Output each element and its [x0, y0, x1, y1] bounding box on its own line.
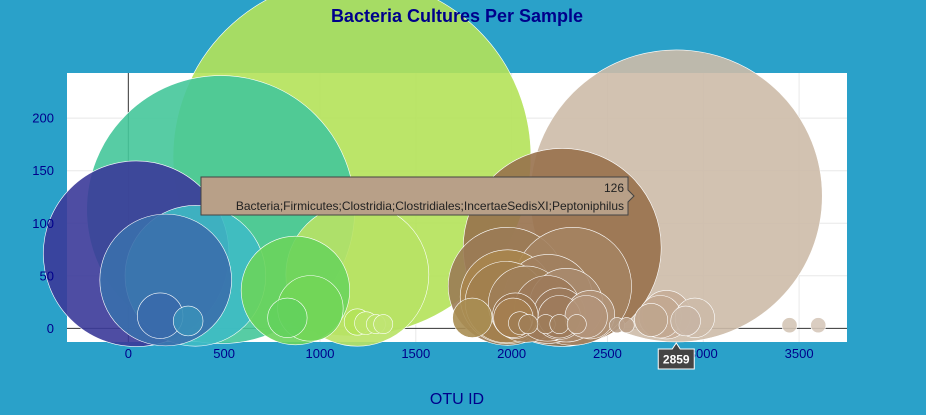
- tick-labels: 0 500 1000 1500 2000 2500 3000 3500 0 50 100 150 200: [32, 111, 813, 361]
- bubbles: [43, 0, 827, 347]
- y-tick-label: 100: [32, 216, 54, 231]
- bubble[interactable]: [634, 303, 668, 337]
- bubble[interactable]: [810, 317, 827, 334]
- x-tick-label: 0: [125, 346, 132, 361]
- bubble[interactable]: [549, 314, 570, 335]
- x-tick-label: 1000: [306, 346, 335, 361]
- bubble[interactable]: [373, 314, 394, 335]
- chart-title: Bacteria Cultures Per Sample: [331, 6, 583, 26]
- y-tick-label: 0: [47, 321, 54, 336]
- x-hover-label: 2859: [657, 342, 695, 370]
- x-tick-label: 3000: [689, 346, 718, 361]
- bubble[interactable]: [781, 317, 798, 334]
- x-tick-label: 2500: [593, 346, 622, 361]
- bubble[interactable]: [566, 314, 587, 335]
- y-tick-label: 200: [32, 111, 54, 126]
- hover-tooltip: 126 Bacteria;Firmicutes;Clostridia;Clost…: [200, 176, 635, 216]
- x-tick-label: 1500: [401, 346, 430, 361]
- x-tick-label: 2000: [497, 346, 526, 361]
- x-hover-box: [657, 342, 695, 370]
- bubble[interactable]: [267, 297, 308, 338]
- bubble[interactable]: [452, 297, 493, 338]
- y-tick-label: 50: [40, 268, 54, 283]
- tooltip-label: Bacteria;Firmicutes;Clostridia;Clostridi…: [236, 199, 624, 213]
- bubble[interactable]: [172, 305, 204, 337]
- bubble[interactable]: [618, 317, 635, 334]
- x-hover-value: 2859: [663, 353, 690, 367]
- x-tick-label: 500: [213, 346, 235, 361]
- tooltip-box: [200, 176, 635, 216]
- y-tick-label: 150: [32, 163, 54, 178]
- tooltip-value: 126: [604, 181, 624, 195]
- bubble[interactable]: [670, 305, 701, 337]
- x-tick-label: 3500: [785, 346, 814, 361]
- bubble[interactable]: [518, 314, 539, 335]
- x-axis-label: OTU ID: [430, 391, 484, 408]
